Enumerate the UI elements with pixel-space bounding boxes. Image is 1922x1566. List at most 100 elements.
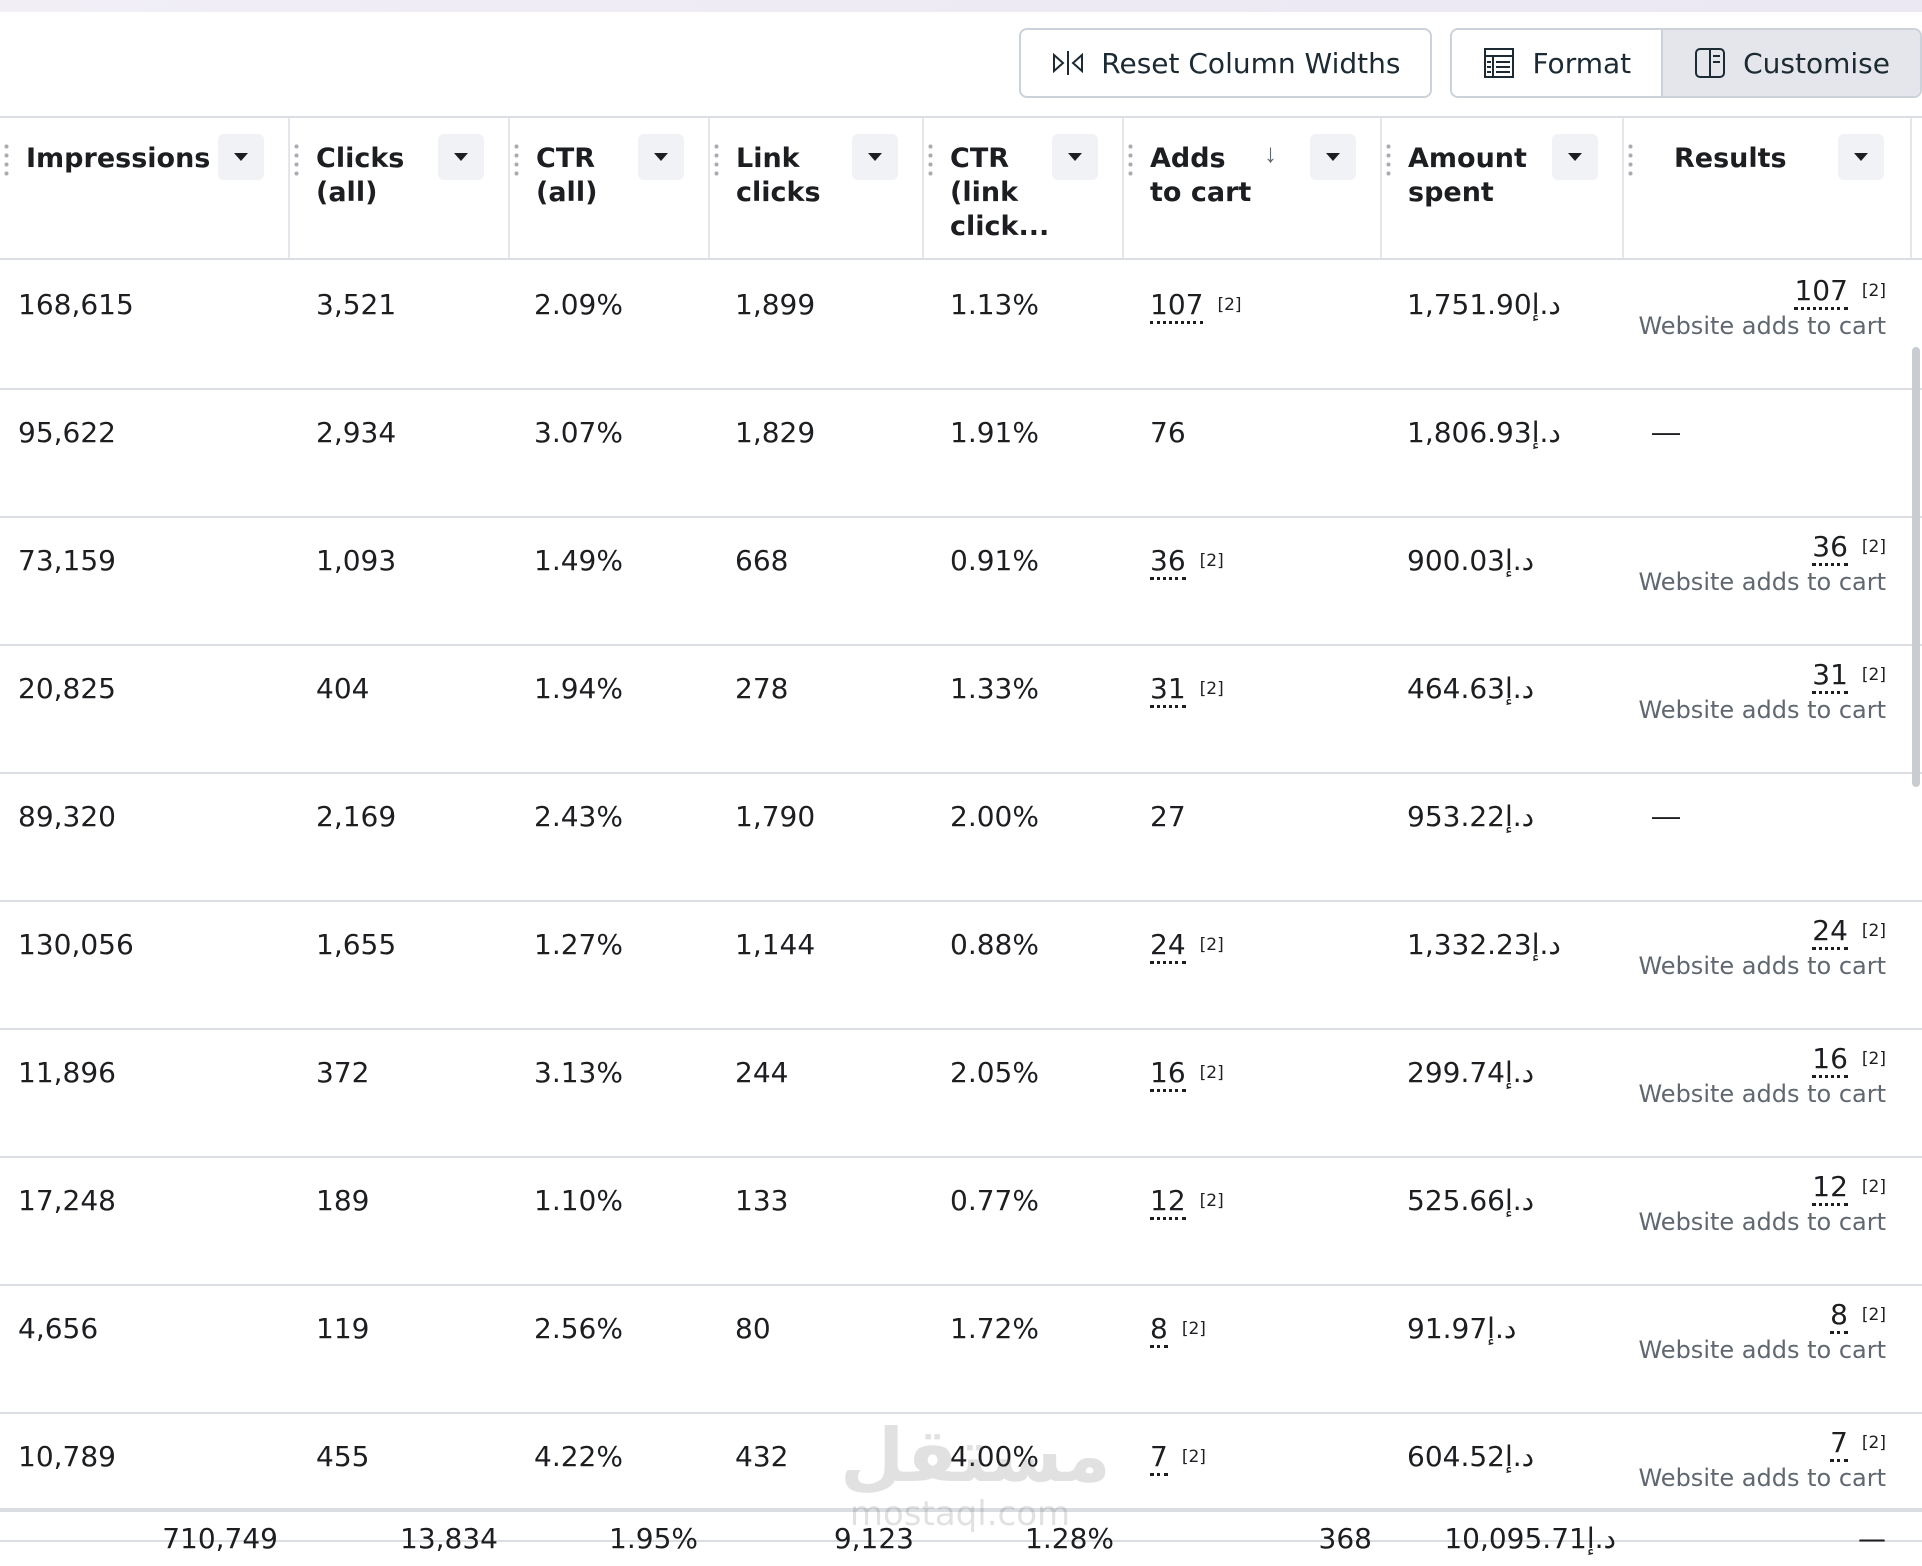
column-header-results[interactable]: Results bbox=[1624, 118, 1912, 258]
footnote-marker: [2] bbox=[1181, 1319, 1206, 1339]
results-value[interactable]: 8 bbox=[1830, 1298, 1848, 1334]
table-row[interactable]: 4,656 119 2.56% 80 1.72% 8 [2] 91.97د.إ 8 [2] Webs… bbox=[0, 1286, 1922, 1414]
column-header-clicks-all[interactable]: Clicks (all) bbox=[290, 118, 510, 258]
caret-down-icon bbox=[1854, 153, 1868, 161]
table-row[interactable]: 168,615 3,521 2.09% 1,899 1.13% 107 [2] 1,751.9… bbox=[0, 262, 1922, 390]
column-header-ctr-all[interactable]: CTR (all) bbox=[510, 118, 710, 258]
table-toolbar: Reset Column Widths Format bbox=[1019, 28, 1922, 100]
cell-amount-spent: 1,806.93د.إ bbox=[1407, 416, 1561, 449]
adds-to-cart-value[interactable]: 8 bbox=[1150, 1312, 1168, 1348]
table-row[interactable]: 89,320 2,169 2.43% 1,790 2.00% 27 953.22د.إ — bbox=[0, 774, 1922, 902]
vertical-scrollbar[interactable] bbox=[1912, 262, 1922, 1502]
cell-link-clicks: 1,829 bbox=[735, 416, 816, 449]
footnote-marker: [2] bbox=[1199, 935, 1224, 955]
arrow-down-icon[interactable]: ↓ bbox=[1264, 138, 1277, 168]
results-value[interactable]: 7 bbox=[1830, 1426, 1848, 1462]
cell-impressions: 130,056 bbox=[18, 928, 134, 961]
cell-link-clicks: 432 bbox=[735, 1440, 789, 1473]
table-row[interactable]: 73,159 1,093 1.49% 668 0.91% 36 [2] 900.03د.إ 36… bbox=[0, 518, 1922, 646]
footnote-marker: [2] bbox=[1199, 1063, 1224, 1083]
results-value[interactable]: 36 bbox=[1812, 530, 1848, 566]
adds-to-cart-value[interactable]: 12 bbox=[1150, 1184, 1186, 1220]
column-drag-handle[interactable] bbox=[714, 142, 719, 176]
column-menu-button[interactable] bbox=[638, 134, 684, 180]
adds-to-cart-value[interactable]: 31 bbox=[1150, 672, 1186, 708]
results-label: Website adds to cart bbox=[1638, 1336, 1886, 1364]
column-drag-handle[interactable] bbox=[928, 142, 933, 176]
adds-to-cart-value[interactable]: 36 bbox=[1150, 544, 1186, 580]
cell-impressions: 95,622 bbox=[18, 416, 116, 449]
column-header-adds-to-cart[interactable]: Adds to cart ↓ bbox=[1124, 118, 1382, 258]
scrollbar-thumb[interactable] bbox=[1912, 347, 1920, 787]
column-drag-handle[interactable] bbox=[294, 142, 299, 176]
column-menu-button[interactable] bbox=[1052, 134, 1098, 180]
column-menu-button[interactable] bbox=[438, 134, 484, 180]
column-drag-handle[interactable] bbox=[4, 142, 9, 176]
column-label: CTR (link click... bbox=[950, 143, 1050, 242]
cell-clicks-all: 1,093 bbox=[316, 544, 397, 577]
top-strip bbox=[0, 0, 1922, 12]
adds-to-cart-value: 27 bbox=[1150, 800, 1186, 833]
total-ctr-all: 1.95% bbox=[609, 1522, 698, 1555]
caret-down-icon bbox=[654, 153, 668, 161]
column-header-link-clicks[interactable]: Link clicks bbox=[710, 118, 924, 258]
format-button[interactable]: Format bbox=[1452, 30, 1662, 96]
cell-ctr-link: 2.05% bbox=[950, 1056, 1039, 1089]
column-menu-button[interactable] bbox=[852, 134, 898, 180]
column-drag-handle[interactable] bbox=[1128, 142, 1133, 176]
cell-link-clicks: 278 bbox=[735, 672, 789, 705]
caret-down-icon bbox=[1568, 153, 1582, 161]
footnote-marker: [2] bbox=[1181, 1447, 1206, 1467]
table-row[interactable]: 95,622 2,934 3.07% 1,829 1.91% 76 1,806.93د.إ — bbox=[0, 390, 1922, 518]
footnote-marker: [2] bbox=[1861, 1177, 1886, 1197]
customise-button[interactable]: Customise bbox=[1661, 30, 1920, 96]
column-menu-button[interactable] bbox=[218, 134, 264, 180]
adds-to-cart-value[interactable]: 24 bbox=[1150, 928, 1186, 964]
results-value[interactable]: 31 bbox=[1812, 658, 1848, 694]
results-value[interactable]: 24 bbox=[1812, 914, 1848, 950]
column-drag-handle[interactable] bbox=[514, 142, 519, 176]
cell-clicks-all: 189 bbox=[316, 1184, 370, 1217]
adds-to-cart-value[interactable]: 107 bbox=[1150, 288, 1204, 324]
table-row[interactable]: 17,248 189 1.10% 133 0.77% 12 [2] 525.66د.إ 12 [2… bbox=[0, 1158, 1922, 1286]
adds-to-cart-value[interactable]: 16 bbox=[1150, 1056, 1186, 1092]
column-label: Results bbox=[1674, 143, 1787, 174]
table-row[interactable]: 20,825 404 1.94% 278 1.33% 31 [2] 464.63د.إ 31 [2… bbox=[0, 646, 1922, 774]
caret-down-icon bbox=[1326, 153, 1340, 161]
adds-to-cart-value[interactable]: 7 bbox=[1150, 1440, 1168, 1476]
total-adds-to-cart: 368 bbox=[1318, 1522, 1372, 1555]
column-drag-handle[interactable] bbox=[1628, 142, 1633, 176]
results-value[interactable]: 16 bbox=[1812, 1042, 1848, 1078]
table-row[interactable]: 10,789 455 4.22% 432 4.00% 7 [2] 604.52د.إ 7 [2] W… bbox=[0, 1414, 1922, 1542]
cell-link-clicks: 1,790 bbox=[735, 800, 816, 833]
cell-ctr-link: 1.13% bbox=[950, 288, 1039, 321]
cell-impressions: 11,896 bbox=[18, 1056, 116, 1089]
reset-column-widths-button[interactable]: Reset Column Widths bbox=[1019, 28, 1433, 98]
column-menu-button[interactable] bbox=[1552, 134, 1598, 180]
cell-adds-to-cart: 76 bbox=[1150, 416, 1186, 449]
results-label: Website adds to cart bbox=[1638, 1464, 1886, 1492]
cell-ctr-link: 1.33% bbox=[950, 672, 1039, 705]
column-header-amount-spent[interactable]: Amount spent bbox=[1382, 118, 1624, 258]
table-row[interactable]: 130,056 1,655 1.27% 1,144 0.88% 24 [2] 1,332.23… bbox=[0, 902, 1922, 1030]
column-menu-button[interactable] bbox=[1310, 134, 1356, 180]
footnote-marker: [2] bbox=[1861, 537, 1886, 557]
table-row[interactable]: 11,896 372 3.13% 244 2.05% 16 [2] 299.74د.إ 16 [2… bbox=[0, 1030, 1922, 1158]
results-value[interactable]: 12 bbox=[1812, 1170, 1848, 1206]
column-menu-button[interactable] bbox=[1838, 134, 1884, 180]
watermark-arabic: مستقل bbox=[840, 1413, 1111, 1499]
column-header-impressions[interactable]: Impressions bbox=[0, 118, 290, 258]
total-ctr-link: 1.28% bbox=[1025, 1522, 1114, 1555]
cell-link-clicks: 80 bbox=[735, 1312, 771, 1345]
results-value-wrap: 12 [2] bbox=[1812, 1170, 1886, 1206]
results-value[interactable]: 107 bbox=[1794, 274, 1848, 310]
cell-clicks-all: 455 bbox=[316, 1440, 370, 1473]
cell-clicks-all: 119 bbox=[316, 1312, 370, 1345]
column-drag-handle[interactable] bbox=[1386, 142, 1391, 176]
column-header-ctr-link[interactable]: CTR (link click... bbox=[924, 118, 1124, 258]
cell-impressions: 89,320 bbox=[18, 800, 116, 833]
adds-to-cart-value: 76 bbox=[1150, 416, 1186, 449]
cell-amount-spent: 299.74د.إ bbox=[1407, 1056, 1535, 1089]
results-label: Website adds to cart bbox=[1638, 1080, 1886, 1108]
columns-panel-icon bbox=[1695, 48, 1726, 78]
